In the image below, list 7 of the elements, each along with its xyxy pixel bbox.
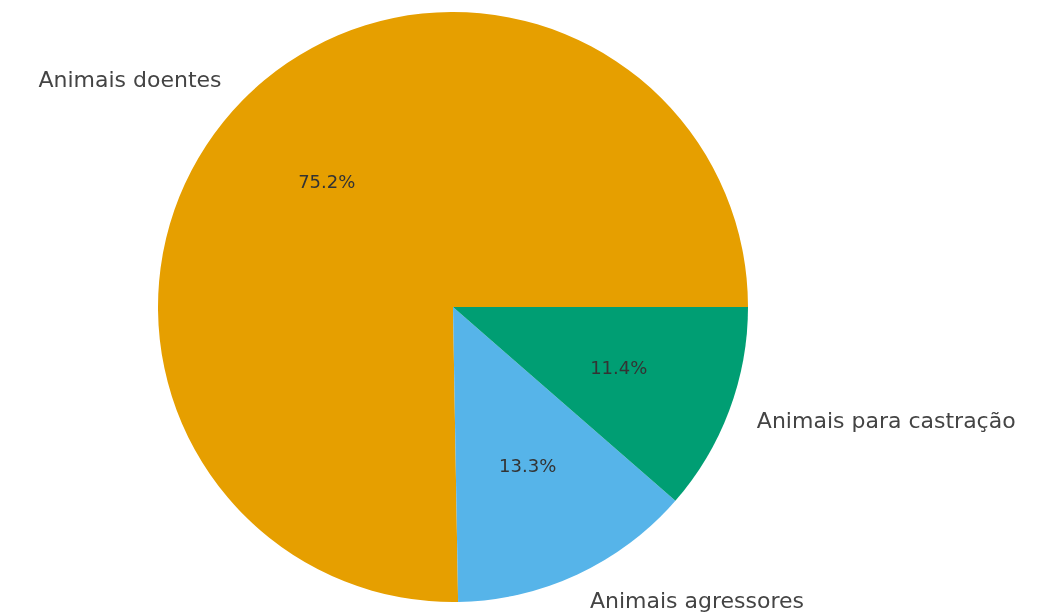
slice-label: Animais doentes — [38, 66, 222, 92]
slice-label: Animais para castração — [756, 407, 1016, 433]
data-label: 11.4% — [590, 357, 648, 379]
data-label: 13.3% — [499, 455, 557, 477]
data-label: 75.2% — [298, 170, 356, 192]
slice-label: Animais agressores — [589, 588, 804, 614]
pie-slice — [453, 307, 748, 501]
